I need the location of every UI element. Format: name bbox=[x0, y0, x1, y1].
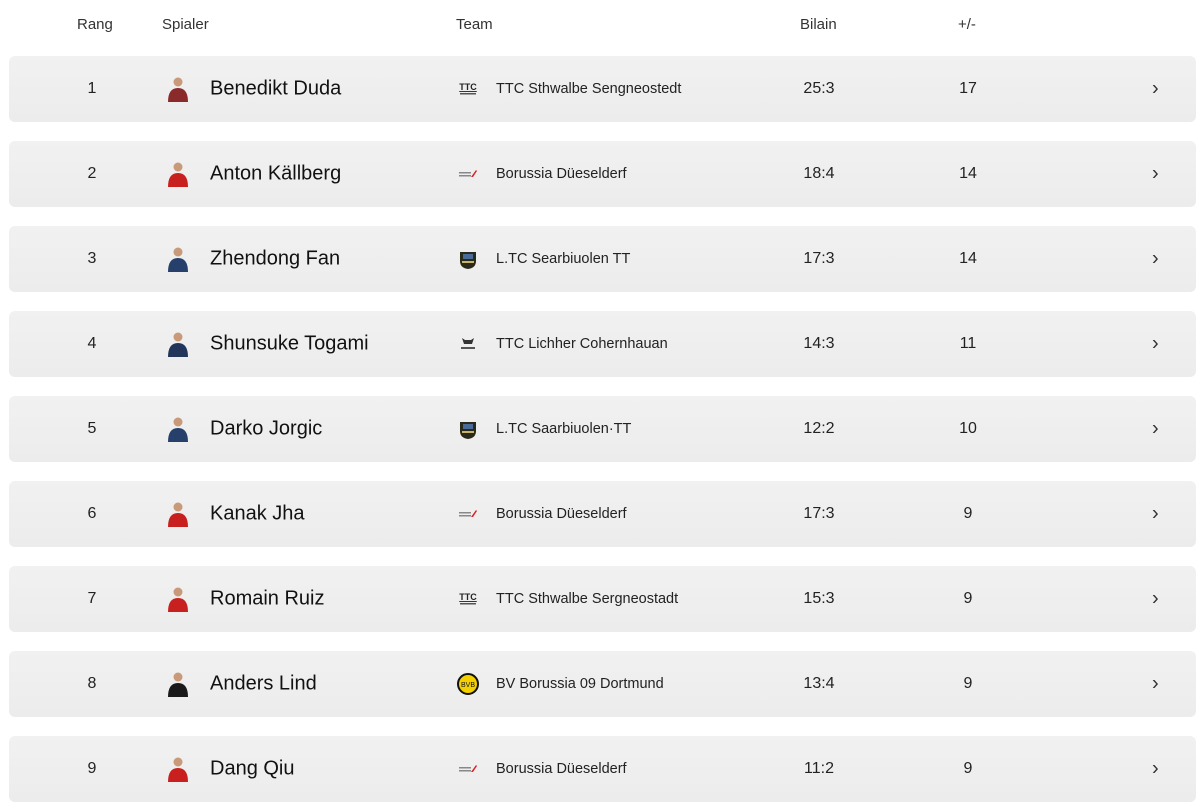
ttc-logo-icon: TTC bbox=[457, 588, 479, 610]
diff: 9 bbox=[963, 675, 973, 692]
borussia-duesseldorf-logo-icon bbox=[457, 163, 479, 185]
diff: 14 bbox=[959, 165, 977, 182]
team-name[interactable]: L.TC Searbiuolen TT bbox=[496, 251, 631, 267]
table-row[interactable]: 8 Anders Lind BVB BV Borussia 09 Dortmun… bbox=[9, 651, 1196, 717]
rank: 7 bbox=[87, 590, 97, 607]
player-name[interactable]: Zhendong Fan bbox=[210, 247, 341, 270]
table-row[interactable]: 4 Shunsuke Togami TTC Lichher Cohernhaua… bbox=[9, 311, 1196, 377]
chevron-right-icon[interactable]: › bbox=[1152, 332, 1159, 355]
svg-text:TTC: TTC bbox=[459, 592, 477, 602]
diff: 9 bbox=[963, 505, 973, 522]
player-name[interactable]: Anton Källberg bbox=[210, 162, 342, 185]
team-name[interactable]: Borussia Düeselderf bbox=[496, 166, 627, 182]
chevron-right-icon[interactable]: › bbox=[1152, 757, 1159, 780]
chevron-right-icon[interactable]: › bbox=[1152, 672, 1159, 695]
rank: 6 bbox=[87, 505, 97, 522]
balance: 13:4 bbox=[803, 675, 835, 692]
player-name[interactable]: Anders Lind bbox=[210, 672, 317, 695]
chevron-right-icon[interactable]: › bbox=[1152, 417, 1159, 440]
rank: 5 bbox=[87, 420, 97, 437]
chevron-right-icon[interactable]: › bbox=[1152, 587, 1159, 610]
saarbruecken-shield-logo-icon bbox=[457, 248, 479, 270]
balance: 17:3 bbox=[803, 250, 835, 267]
table-row[interactable]: 7 Romain Ruiz TTC TTC Sthwalbe Sergneost… bbox=[9, 566, 1196, 632]
player-name[interactable]: Darko Jorgic bbox=[210, 417, 323, 440]
header-rank: Rang bbox=[77, 16, 113, 33]
chevron-right-icon[interactable]: › bbox=[1152, 162, 1159, 185]
balance: 14:3 bbox=[803, 335, 835, 352]
balance: 12:2 bbox=[803, 420, 835, 437]
svg-text:TTC: TTC bbox=[459, 82, 477, 92]
player-avatar bbox=[164, 160, 192, 188]
bvb-logo-icon: BVB bbox=[457, 673, 479, 695]
team-name[interactable]: BV Borussia 09 Dortmund bbox=[496, 676, 664, 692]
balance: 11:2 bbox=[804, 760, 834, 777]
player-avatar bbox=[164, 415, 192, 443]
balance: 25:3 bbox=[803, 80, 835, 97]
player-avatar bbox=[164, 330, 192, 358]
rank: 2 bbox=[87, 165, 97, 182]
saarbruecken-shield-logo-icon bbox=[457, 418, 479, 440]
player-avatar bbox=[164, 500, 192, 528]
rank: 3 bbox=[87, 250, 97, 267]
table-row[interactable]: 2 Anton Källberg Borussia Düeselderf 18:… bbox=[9, 141, 1196, 207]
rank: 8 bbox=[87, 675, 97, 692]
team-name[interactable]: TTC Sthwalbe Sengneostedt bbox=[496, 81, 682, 97]
chevron-right-icon[interactable]: › bbox=[1152, 247, 1159, 270]
player-avatar bbox=[164, 245, 192, 273]
ttc-logo-icon: TTC bbox=[457, 78, 479, 100]
table-row[interactable]: 6 Kanak Jha Borussia Düeselderf 17:3 9 › bbox=[9, 481, 1196, 547]
diff: 11 bbox=[959, 335, 977, 352]
team-name[interactable]: L.TC Saarbiuolen·TT bbox=[496, 421, 632, 437]
player-name[interactable]: Romain Ruiz bbox=[210, 587, 325, 610]
player-name[interactable]: Dang Qiu bbox=[210, 757, 295, 780]
diff: 14 bbox=[959, 250, 977, 267]
chevron-right-icon[interactable]: › bbox=[1152, 502, 1159, 525]
player-name[interactable]: Shunsuke Togami bbox=[210, 332, 369, 355]
table-row[interactable]: 5 Darko Jorgic L.TC Saarbiuolen·TT 12:2 … bbox=[9, 396, 1196, 462]
table-row[interactable]: 1 Benedikt Duda TTC TTC Sthwalbe Sengneo… bbox=[9, 56, 1196, 122]
player-avatar bbox=[164, 75, 192, 103]
svg-text:BVB: BVB bbox=[461, 682, 475, 689]
borussia-duesseldorf-logo-icon bbox=[457, 758, 479, 780]
team-name[interactable]: TTC Lichher Cohernhauan bbox=[496, 336, 668, 352]
diff: 9 bbox=[963, 590, 973, 607]
player-avatar bbox=[164, 670, 192, 698]
diff: 17 bbox=[959, 80, 977, 97]
player-avatar bbox=[164, 755, 192, 783]
diff: 9 bbox=[963, 760, 973, 777]
header-balance: Bilain bbox=[800, 16, 837, 33]
rank: 9 bbox=[87, 760, 97, 777]
balance: 15:3 bbox=[803, 590, 835, 607]
team-name[interactable]: TTC Sthwalbe Sergneostadt bbox=[496, 591, 679, 607]
header-player: Spialer bbox=[162, 16, 209, 33]
rank: 4 bbox=[87, 335, 97, 352]
rank: 1 bbox=[87, 80, 97, 97]
borussia-duesseldorf-logo-icon bbox=[457, 503, 479, 525]
player-name[interactable]: Benedikt Duda bbox=[210, 77, 342, 100]
table-row[interactable]: 3 Zhendong Fan L.TC Searbiuolen TT 17:3 … bbox=[9, 226, 1196, 292]
diff: 10 bbox=[959, 420, 977, 437]
team-name[interactable]: Borussia Düeselderf bbox=[496, 761, 627, 777]
chevron-right-icon[interactable]: › bbox=[1152, 77, 1159, 100]
player-name[interactable]: Kanak Jha bbox=[210, 502, 305, 525]
balance: 17:3 bbox=[803, 505, 835, 522]
table-row[interactable]: 9 Dang Qiu Borussia Düeselderf 11:2 9 › bbox=[9, 736, 1196, 802]
header-team: Team bbox=[456, 16, 493, 33]
team-name[interactable]: Borussia Düeselderf bbox=[496, 506, 627, 522]
header-diff: +/- bbox=[958, 16, 976, 33]
player-avatar bbox=[164, 585, 192, 613]
balance: 18:4 bbox=[803, 165, 835, 182]
ochsenhausen-logo-icon bbox=[457, 333, 479, 355]
